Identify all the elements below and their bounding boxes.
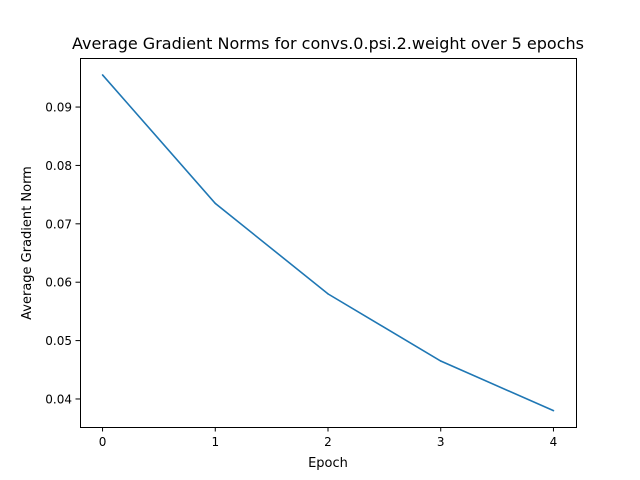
x-tick-label: 2: [324, 435, 332, 449]
x-axis-label: Epoch: [308, 456, 348, 471]
x-axis-ticks: 0 1 2 3 4: [99, 427, 558, 449]
y-axis-ticks: 0.04 0.05 0.06 0.07 0.08 0.09: [45, 101, 80, 406]
plot-area-frame: [80, 58, 577, 428]
data-point: [214, 202, 217, 205]
x-tick-label: 1: [211, 435, 219, 449]
y-tick-label: 0.08: [45, 159, 72, 173]
y-axis-label: Average Gradient Norm: [20, 166, 35, 320]
data-point: [101, 74, 104, 76]
x-tick-label: 3: [437, 435, 445, 449]
chart-title: Average Gradient Norms for convs.0.psi.2…: [72, 34, 584, 53]
data-point: [327, 293, 329, 295]
series-layer: [101, 74, 555, 412]
x-tick-label: 4: [550, 435, 558, 449]
data-point: [552, 409, 555, 412]
series-line-0: [101, 74, 554, 412]
y-tick-label: 0.04: [45, 392, 72, 406]
y-tick-label: 0.05: [45, 334, 72, 348]
y-tick-label: 0.06: [45, 276, 72, 290]
x-tick-label: 0: [99, 435, 107, 449]
data-point: [439, 360, 442, 362]
y-tick-label: 0.09: [45, 101, 72, 115]
y-tick-label: 0.07: [45, 217, 72, 231]
